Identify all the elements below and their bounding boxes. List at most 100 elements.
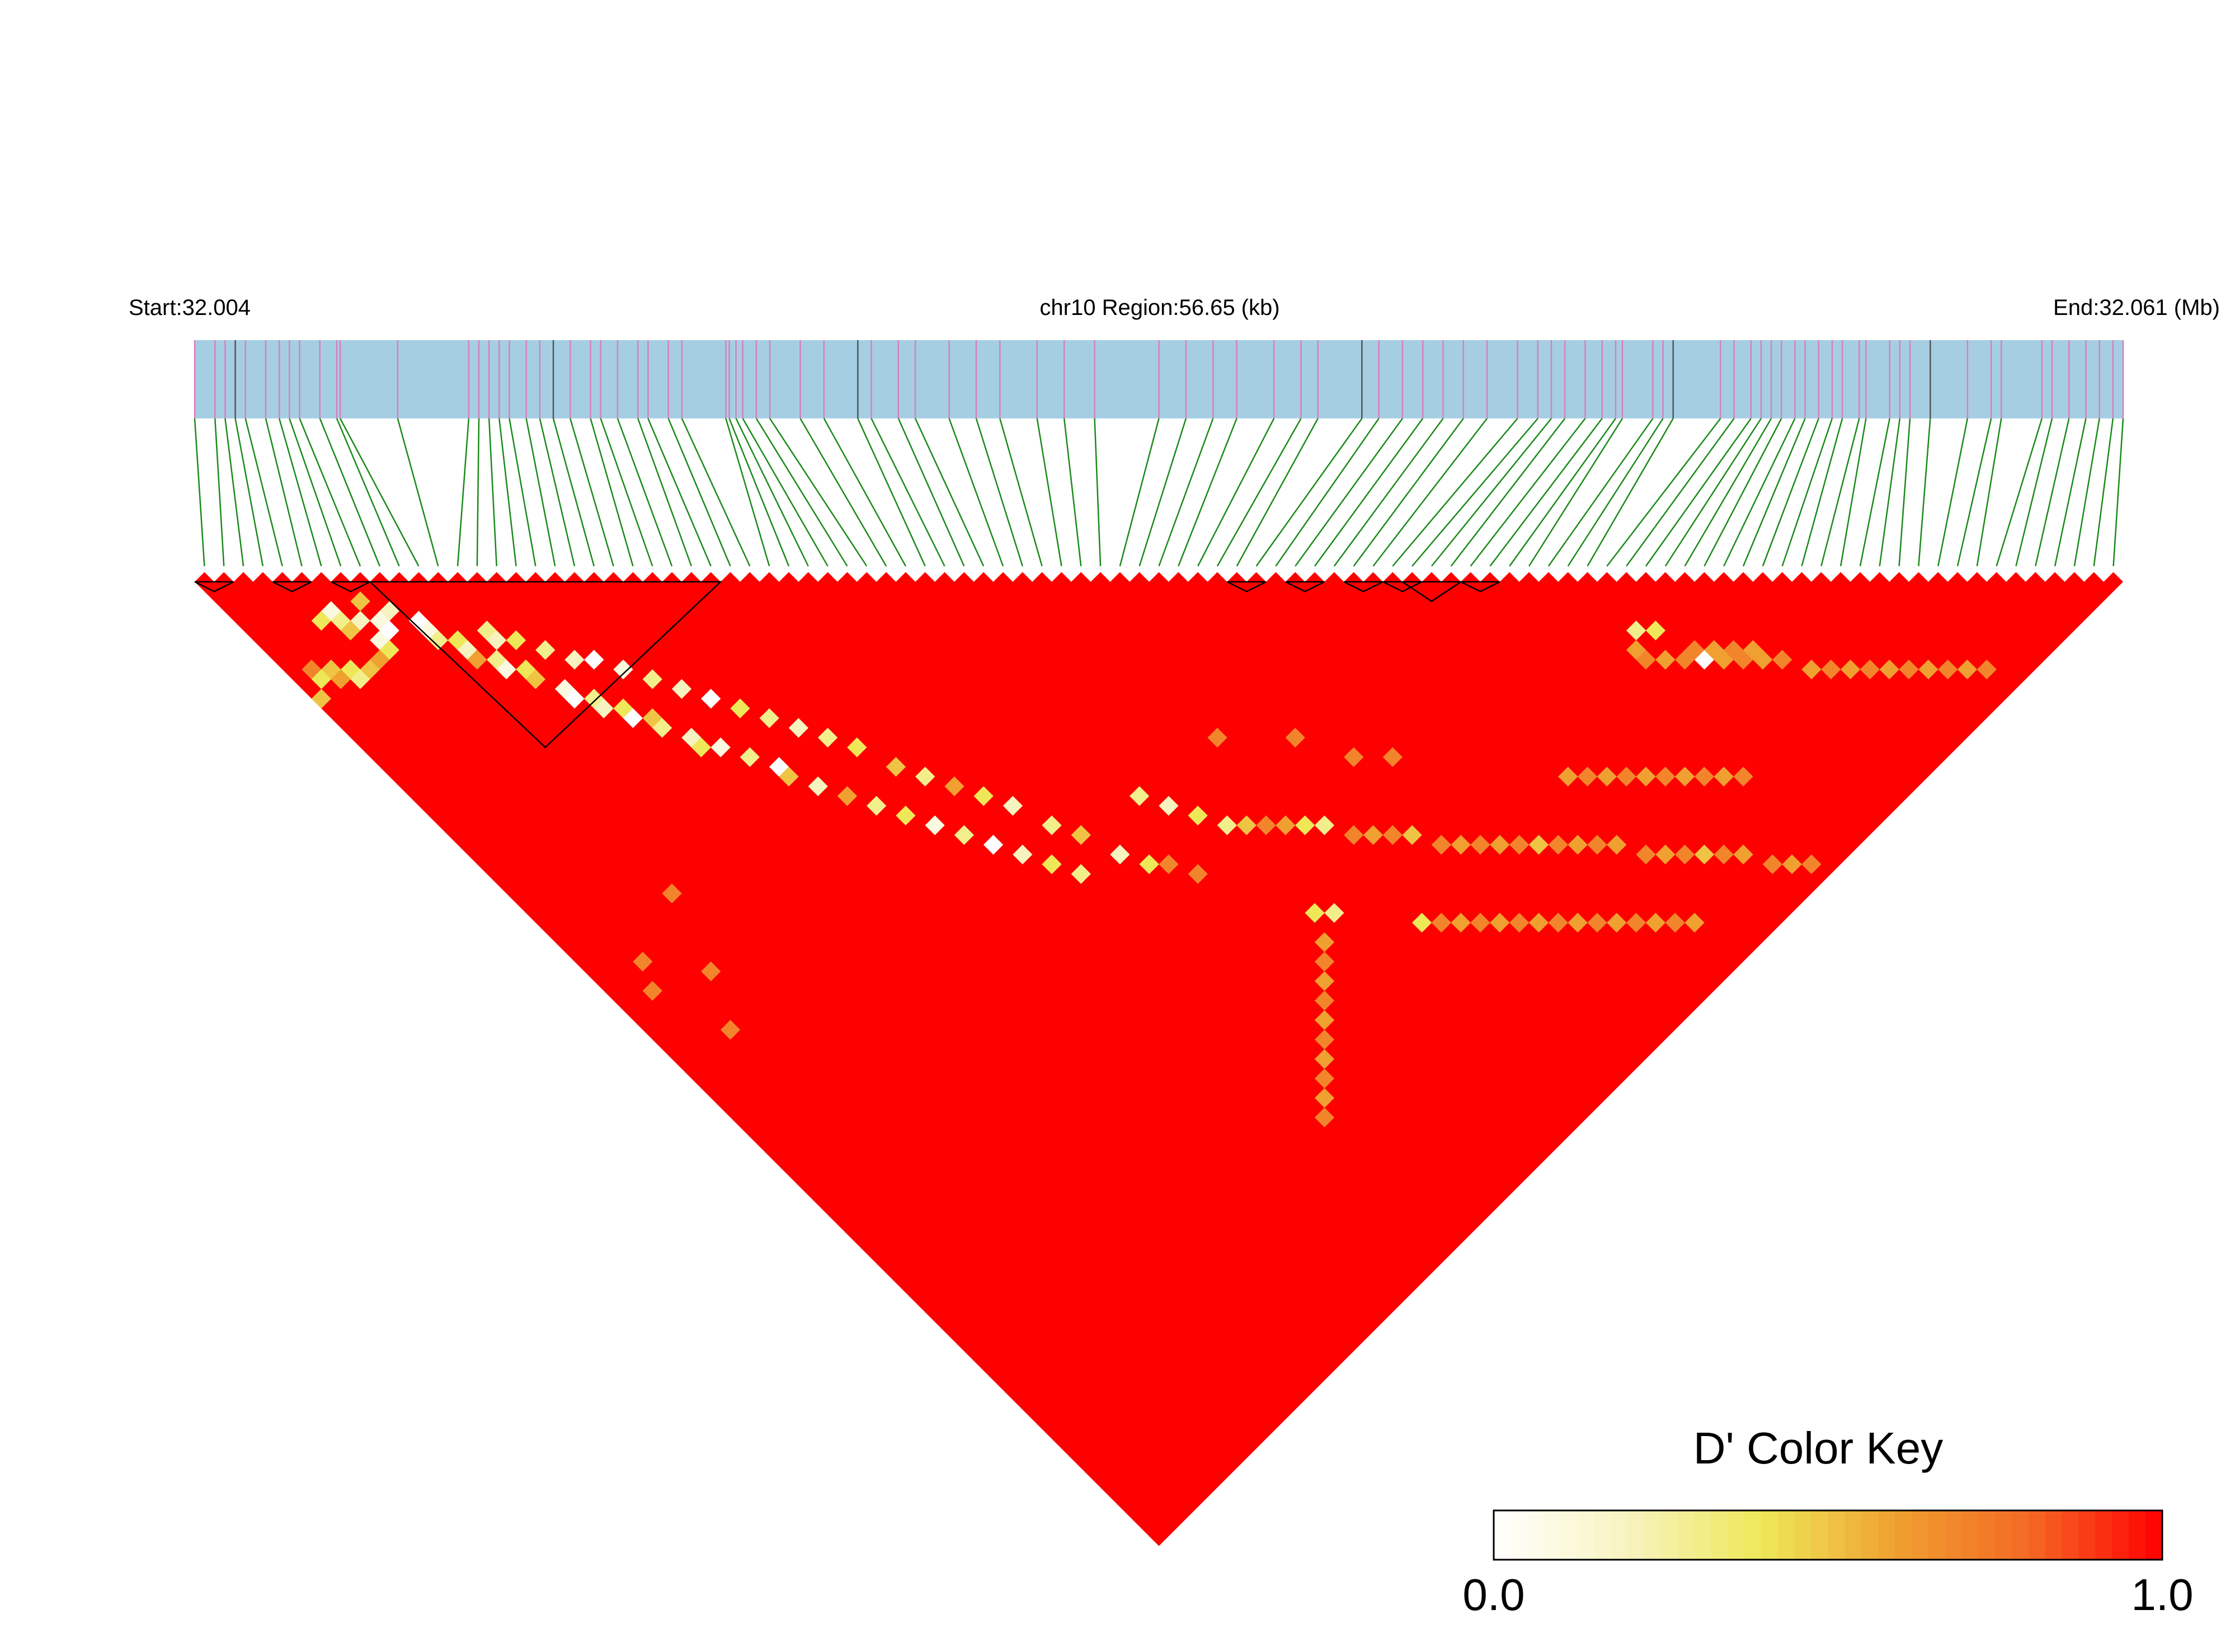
ld-cell: [1548, 912, 1569, 933]
ld-cell: [1733, 766, 1753, 787]
color-key-swatch: [2129, 1510, 2146, 1560]
ld-cell: [1704, 640, 1724, 660]
snp-diagonal-tooth: [857, 572, 877, 582]
ld-cell: [886, 757, 906, 777]
ld-cell: [428, 630, 448, 651]
snp-diagonal-tooth: [1695, 572, 1714, 582]
ld-cell: [1188, 806, 1208, 826]
ld-cell: [467, 649, 487, 670]
ld-cell: [1597, 766, 1617, 787]
ld-cell: [817, 727, 838, 748]
snp-connector-line: [1063, 418, 1082, 567]
ld-cell: [564, 689, 585, 709]
snp-connector-line: [224, 418, 244, 567]
snp-connector-line: [488, 418, 497, 567]
ld-cell: [613, 659, 633, 680]
snp-diagonal-tooth: [1266, 572, 1286, 582]
color-key-swatch: [1744, 1510, 1762, 1560]
ld-cell: [1470, 912, 1490, 933]
snp-connector-line: [552, 418, 595, 567]
snp-connector-line: [1275, 418, 1380, 567]
snp-connector-line: [509, 418, 537, 567]
snp-connector-line: [948, 418, 1004, 567]
ld-cell: [915, 766, 935, 787]
snp-connector-line: [1333, 418, 1444, 567]
snp-connector-line: [857, 418, 926, 567]
snp-diagonal-tooth: [370, 572, 390, 582]
ld-triangle-background: [195, 582, 2123, 1546]
snp-connector-line: [1158, 418, 1214, 567]
snp-diagonal-tooth: [740, 572, 760, 582]
snp-diagonal-tooth: [662, 572, 682, 582]
snp-connector-line: [244, 418, 283, 567]
ld-cell: [652, 718, 672, 738]
ld-cell: [1528, 912, 1549, 933]
snp-diagonal-tooth: [1207, 572, 1227, 582]
color-key-swatch: [1928, 1510, 1946, 1560]
ld-cell: [1490, 912, 1510, 933]
ld-cell: [837, 786, 858, 806]
ld-cell: [311, 610, 332, 631]
snp-connector-line: [1528, 418, 1624, 567]
color-key-swatch: [1560, 1510, 1578, 1560]
snp-connector-line: [234, 418, 264, 567]
snp-connector-line: [539, 418, 576, 567]
color-key-swatch: [1961, 1510, 1979, 1560]
haplotype-block-outline: [1402, 581, 1464, 603]
snp-connector-line: [1742, 418, 1806, 567]
snp-connector-line: [1236, 418, 1319, 567]
ld-cell: [1636, 649, 1656, 670]
ld-cell: [925, 815, 945, 835]
ld-cell: [1743, 640, 1763, 660]
color-key-swatch: [1777, 1510, 1795, 1560]
ld-cell: [1714, 844, 1734, 865]
ld-cell: [1577, 766, 1598, 787]
snp-diagonal-tooth: [1168, 572, 1188, 582]
snp-diagonal-tooth: [1441, 572, 1461, 582]
ld-cell: [944, 776, 964, 797]
snp-connector-line: [1723, 418, 1796, 567]
color-key-swatch: [1510, 1510, 1528, 1560]
ld-cell: [1431, 912, 1452, 933]
color-key-swatch: [1694, 1510, 1712, 1560]
snp-diagonal-tooth: [759, 572, 779, 582]
color-key-swatch: [2078, 1510, 2096, 1560]
snp-diagonal-tooth: [584, 572, 604, 582]
snp-diagonal-tooth: [1090, 572, 1111, 582]
haplotype-block-outline: [331, 581, 370, 592]
color-key-swatch: [1828, 1510, 1846, 1560]
ld-cell: [1207, 727, 1227, 748]
snp-connector-line: [1036, 418, 1062, 567]
color-key-swatch: [1811, 1510, 1829, 1560]
ld-cell: [1568, 912, 1588, 933]
snp-diagonal-tooth: [448, 572, 468, 582]
snp-diagonal-tooth: [896, 572, 916, 582]
ld-cell: [1937, 659, 1958, 680]
snp-diagonal-tooth: [915, 572, 935, 582]
snp-connector-line: [823, 418, 906, 567]
snp-connector-line: [2035, 418, 2070, 567]
ld-cell: [642, 669, 662, 689]
snp-diagonal-tooth: [2006, 572, 2026, 582]
snp-diagonal-tooth: [1461, 572, 1480, 582]
snp-diagonal-tooth: [1928, 572, 1948, 582]
snp-diagonal-tooth: [798, 572, 818, 582]
ld-cell: [1139, 854, 1159, 874]
ld-cell: [1217, 815, 1238, 835]
snp-diagonal-tooth: [1987, 572, 2007, 582]
snp-diagonal-tooth: [1889, 572, 1909, 582]
ld-cell: [1382, 825, 1403, 845]
snp-diagonal-tooth: [1227, 572, 1247, 582]
snp-connector-line: [637, 418, 693, 567]
snp-connector-line: [2093, 418, 2114, 567]
snp-connector-line: [1976, 418, 2002, 567]
snp-diagonal-tooth: [604, 572, 623, 582]
snp-connector-line: [1587, 418, 1674, 567]
snp-connector-line: [1898, 418, 1911, 567]
ld-cell: [740, 747, 760, 768]
snp-diagonal-tooth: [1110, 572, 1130, 582]
ld-cell: [1772, 649, 1792, 670]
ld-cell: [1509, 835, 1530, 855]
color-key-swatch: [1895, 1510, 1912, 1560]
ld-cell: [1363, 825, 1384, 845]
